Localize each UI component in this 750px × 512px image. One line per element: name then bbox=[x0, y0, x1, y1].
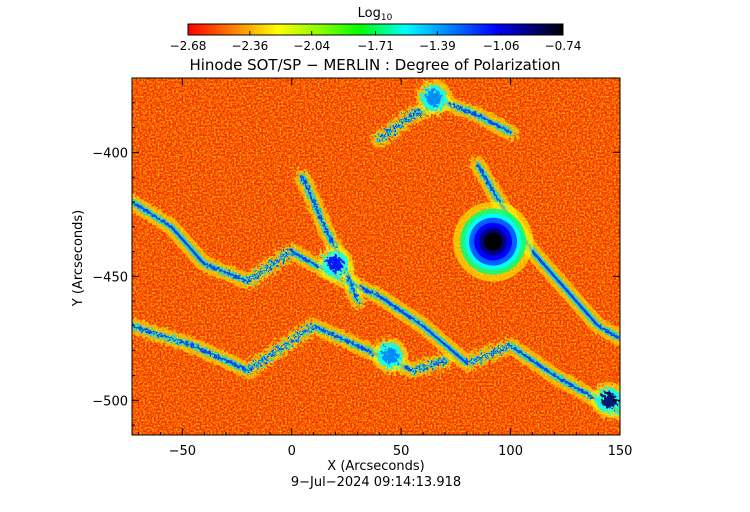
heatmap-features bbox=[132, 79, 620, 421]
x-tick-label: 0 bbox=[288, 444, 296, 459]
network-lane-core bbox=[476, 163, 620, 340]
x-tick-label: −50 bbox=[169, 444, 196, 459]
plot-area bbox=[132, 78, 620, 435]
network-patch bbox=[382, 347, 399, 364]
colorbar: Log10 −2.68 −2.36 −2.04 −1.71 −1.39 −1.06 −0.7… bbox=[170, 6, 582, 53]
network-patch bbox=[425, 89, 442, 106]
colorbar-tick-label: −2.04 bbox=[293, 39, 330, 53]
colorbar-tick-label: −2.36 bbox=[231, 39, 268, 53]
y-tick-label: −500 bbox=[92, 394, 128, 409]
x-tick-label: 150 bbox=[608, 444, 633, 459]
colorbar-tick-label: −1.71 bbox=[357, 39, 394, 53]
timestamp: 9−Jul−2024 09:14:13.918 bbox=[291, 475, 461, 490]
network-patch bbox=[327, 255, 344, 272]
y-tick-label: −400 bbox=[92, 146, 128, 161]
colorbar-tick-label: −1.06 bbox=[483, 39, 520, 53]
colorbar-label: Log10 bbox=[358, 6, 393, 23]
sunspot-ring bbox=[484, 232, 503, 251]
plot-frame bbox=[131, 77, 621, 436]
colorbar-ticks: −2.68 −2.36 −2.04 −1.71 −1.39 −1.06 −0.74 bbox=[170, 31, 582, 53]
x-axis: −50 0 50 100 150 bbox=[138, 78, 633, 459]
network-lane-core bbox=[132, 324, 447, 372]
colorbar-tick-label: −1.39 bbox=[419, 39, 456, 53]
y-axis: −400 −450 −500 bbox=[92, 102, 620, 426]
colorbar-tick-label: −2.68 bbox=[170, 39, 207, 53]
x-axis-label: X (Arcseconds) bbox=[327, 459, 424, 474]
y-tick-label: −450 bbox=[92, 270, 128, 285]
chart-title: Hinode SOT/SP − MERLIN : Degree of Polar… bbox=[189, 56, 560, 74]
y-axis-label: Y (Arcseconds) bbox=[71, 210, 86, 307]
colorbar-tick-label: −0.74 bbox=[545, 39, 582, 53]
x-tick-label: 100 bbox=[498, 444, 523, 459]
network-patch bbox=[601, 392, 618, 409]
x-tick-label: 50 bbox=[393, 444, 410, 459]
